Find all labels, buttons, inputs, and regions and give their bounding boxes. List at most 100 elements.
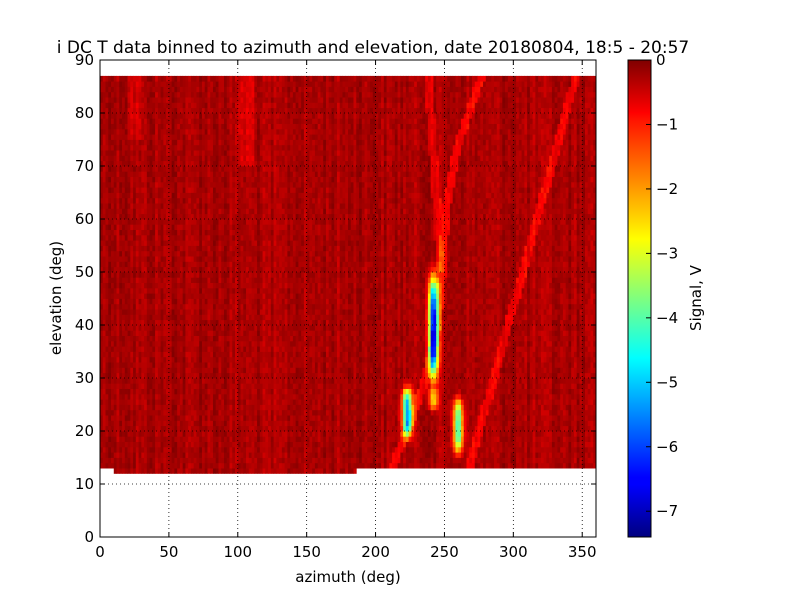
heatmap-cell	[251, 261, 255, 268]
heatmap-cell	[124, 388, 128, 395]
heatmap-cell	[221, 176, 225, 183]
heatmap-cell	[160, 393, 164, 400]
heatmap-cell	[111, 123, 115, 130]
heatmap-cell	[279, 330, 283, 336]
heatmap-cell	[141, 155, 145, 162]
heatmap-cell	[168, 150, 173, 156]
heatmap-cell	[149, 197, 153, 204]
heatmap-cell	[177, 81, 181, 87]
heatmap-cell	[196, 462, 200, 469]
heatmap-cell	[124, 97, 128, 103]
heatmap-cell	[152, 86, 156, 93]
heatmap-cell	[163, 309, 167, 315]
heatmap-cell	[111, 388, 115, 395]
heatmap-cell	[246, 293, 250, 299]
heatmap-cell	[166, 75, 170, 82]
heatmap-cell	[262, 330, 266, 336]
heatmap-cell	[265, 362, 269, 368]
heatmap-cell	[279, 187, 283, 193]
heatmap-cell	[138, 261, 142, 268]
heatmap-cell	[102, 171, 106, 177]
heatmap-cell	[135, 128, 139, 135]
heatmap-cell	[152, 155, 156, 162]
heatmap-cell	[199, 208, 203, 215]
heatmap-cell	[100, 462, 104, 469]
heatmap-cell	[224, 441, 228, 448]
heatmap-cell	[157, 128, 162, 135]
heatmap-cell	[157, 362, 162, 368]
heatmap-cell	[190, 197, 195, 204]
heatmap-cell	[157, 118, 162, 124]
heatmap-cell	[155, 356, 159, 363]
heatmap-cell	[133, 399, 137, 405]
heatmap-cell	[224, 166, 228, 172]
heatmap-cell	[224, 420, 228, 427]
heatmap-cell	[144, 171, 148, 177]
heatmap-cell	[168, 351, 173, 358]
heatmap-cell	[179, 356, 184, 363]
heatmap-cell	[259, 468, 263, 474]
heatmap-cell	[207, 102, 211, 109]
heatmap-cell	[276, 399, 280, 405]
heatmap-cell	[224, 91, 228, 98]
heatmap-cell	[102, 335, 106, 342]
heatmap-cell	[270, 362, 274, 368]
heatmap-cell	[188, 468, 192, 474]
heatmap-cell	[237, 144, 241, 151]
heatmap-cell	[248, 203, 252, 209]
heatmap-cell	[163, 409, 167, 416]
heatmap-cell	[127, 383, 131, 389]
heatmap-cell	[204, 446, 208, 453]
heatmap-cell	[224, 468, 228, 474]
heatmap-cell	[152, 314, 156, 321]
heatmap-cell	[141, 309, 145, 315]
heatmap-cell	[111, 425, 115, 432]
heatmap-cell	[210, 181, 214, 188]
heatmap-cell	[229, 245, 233, 252]
heatmap-cell	[102, 91, 106, 98]
heatmap-cell	[171, 229, 175, 236]
heatmap-cell	[171, 97, 175, 103]
heatmap-cell	[281, 330, 286, 336]
heatmap-cell	[251, 203, 255, 209]
heatmap-cell	[182, 192, 186, 199]
heatmap-cell	[146, 351, 150, 358]
heatmap-cell	[251, 309, 255, 315]
heatmap-cell	[226, 197, 230, 204]
heatmap-cell	[196, 362, 200, 368]
heatmap-cell	[144, 409, 148, 416]
heatmap-cell	[149, 372, 153, 379]
heatmap-cell	[133, 319, 137, 326]
heatmap-cell	[268, 256, 272, 262]
heatmap-cell	[152, 356, 156, 363]
heatmap-cell	[265, 123, 269, 130]
heatmap-cell	[251, 393, 255, 400]
heatmap-cell	[243, 335, 247, 342]
heatmap-cell	[113, 266, 117, 273]
heatmap-cell	[179, 388, 184, 395]
heatmap-cell	[232, 462, 236, 469]
heatmap-cell	[190, 219, 195, 225]
heatmap-cell	[273, 166, 277, 172]
heatmap-cell	[190, 335, 195, 342]
heatmap-cell	[102, 128, 106, 135]
heatmap-cell	[201, 113, 206, 119]
heatmap-cell	[108, 150, 112, 156]
heatmap-cell	[248, 436, 252, 442]
heatmap-cell	[221, 346, 225, 352]
heatmap-cell	[273, 97, 277, 103]
heatmap-cell	[237, 229, 241, 236]
heatmap-cell	[237, 123, 241, 130]
heatmap-cell	[179, 224, 184, 230]
heatmap-cell	[204, 107, 208, 114]
heatmap-cell	[135, 367, 139, 374]
heatmap-cell	[276, 102, 280, 109]
heatmap-cell	[243, 356, 247, 363]
heatmap-cell	[221, 197, 225, 204]
heatmap-cell	[146, 134, 150, 140]
heatmap-cell	[226, 187, 230, 193]
heatmap-cell	[235, 91, 239, 98]
heatmap-cell	[212, 378, 217, 384]
heatmap-cell	[207, 171, 211, 177]
heatmap-cell	[127, 261, 131, 268]
